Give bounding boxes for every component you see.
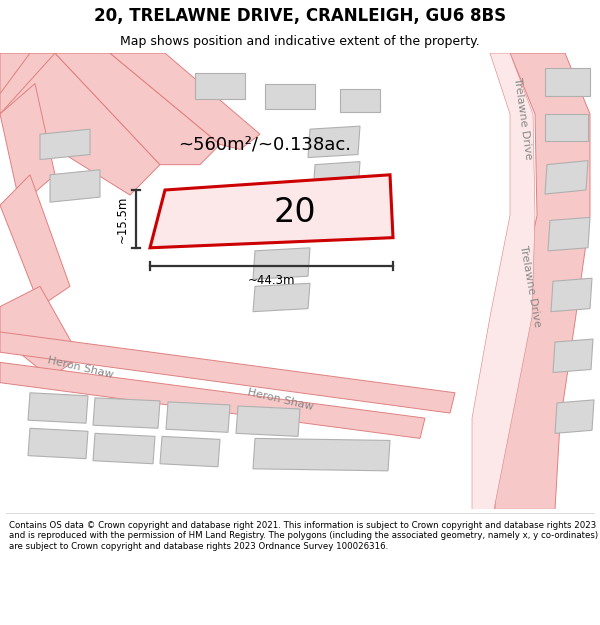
- Polygon shape: [236, 406, 300, 436]
- Polygon shape: [0, 332, 455, 413]
- Polygon shape: [318, 202, 360, 231]
- Text: Map shows position and indicative extent of the property.: Map shows position and indicative extent…: [120, 35, 480, 48]
- Polygon shape: [55, 53, 220, 164]
- Polygon shape: [545, 114, 588, 141]
- Text: ~560m²/~0.138ac.: ~560m²/~0.138ac.: [179, 136, 352, 153]
- Polygon shape: [555, 400, 594, 433]
- Text: 20, TRELAWNE DRIVE, CRANLEIGH, GU6 8BS: 20, TRELAWNE DRIVE, CRANLEIGH, GU6 8BS: [94, 7, 506, 25]
- Polygon shape: [265, 84, 315, 109]
- Polygon shape: [160, 436, 220, 467]
- Polygon shape: [495, 53, 590, 509]
- Polygon shape: [0, 53, 160, 195]
- Polygon shape: [551, 278, 592, 312]
- Polygon shape: [28, 428, 88, 459]
- Polygon shape: [110, 53, 260, 149]
- Text: Contains OS data © Crown copyright and database right 2021. This information is : Contains OS data © Crown copyright and d…: [9, 521, 598, 551]
- Polygon shape: [545, 68, 590, 96]
- Text: Trelawne Drive: Trelawne Drive: [518, 245, 542, 328]
- Polygon shape: [0, 286, 80, 378]
- Polygon shape: [308, 126, 360, 158]
- Text: ~44.3m: ~44.3m: [248, 274, 295, 287]
- Text: Heron Shaw: Heron Shaw: [46, 355, 114, 380]
- Polygon shape: [553, 339, 593, 372]
- Polygon shape: [195, 73, 245, 99]
- Polygon shape: [150, 175, 393, 248]
- Text: Trelawne Drive: Trelawne Drive: [512, 78, 534, 161]
- Polygon shape: [0, 53, 55, 114]
- Polygon shape: [253, 283, 310, 312]
- Polygon shape: [253, 248, 310, 279]
- Text: Heron Shaw: Heron Shaw: [246, 388, 314, 412]
- Polygon shape: [166, 402, 230, 432]
- Polygon shape: [93, 433, 155, 464]
- Polygon shape: [93, 398, 160, 428]
- Polygon shape: [0, 362, 425, 438]
- Polygon shape: [340, 89, 380, 112]
- Polygon shape: [253, 438, 390, 471]
- Polygon shape: [40, 129, 90, 159]
- Polygon shape: [548, 217, 590, 251]
- Polygon shape: [313, 162, 360, 193]
- Polygon shape: [472, 53, 535, 509]
- Text: 20: 20: [273, 196, 316, 229]
- Polygon shape: [0, 84, 55, 205]
- Text: ~15.5m: ~15.5m: [115, 195, 128, 242]
- Polygon shape: [0, 175, 70, 307]
- Polygon shape: [545, 161, 588, 194]
- Polygon shape: [50, 170, 100, 202]
- Polygon shape: [28, 392, 88, 423]
